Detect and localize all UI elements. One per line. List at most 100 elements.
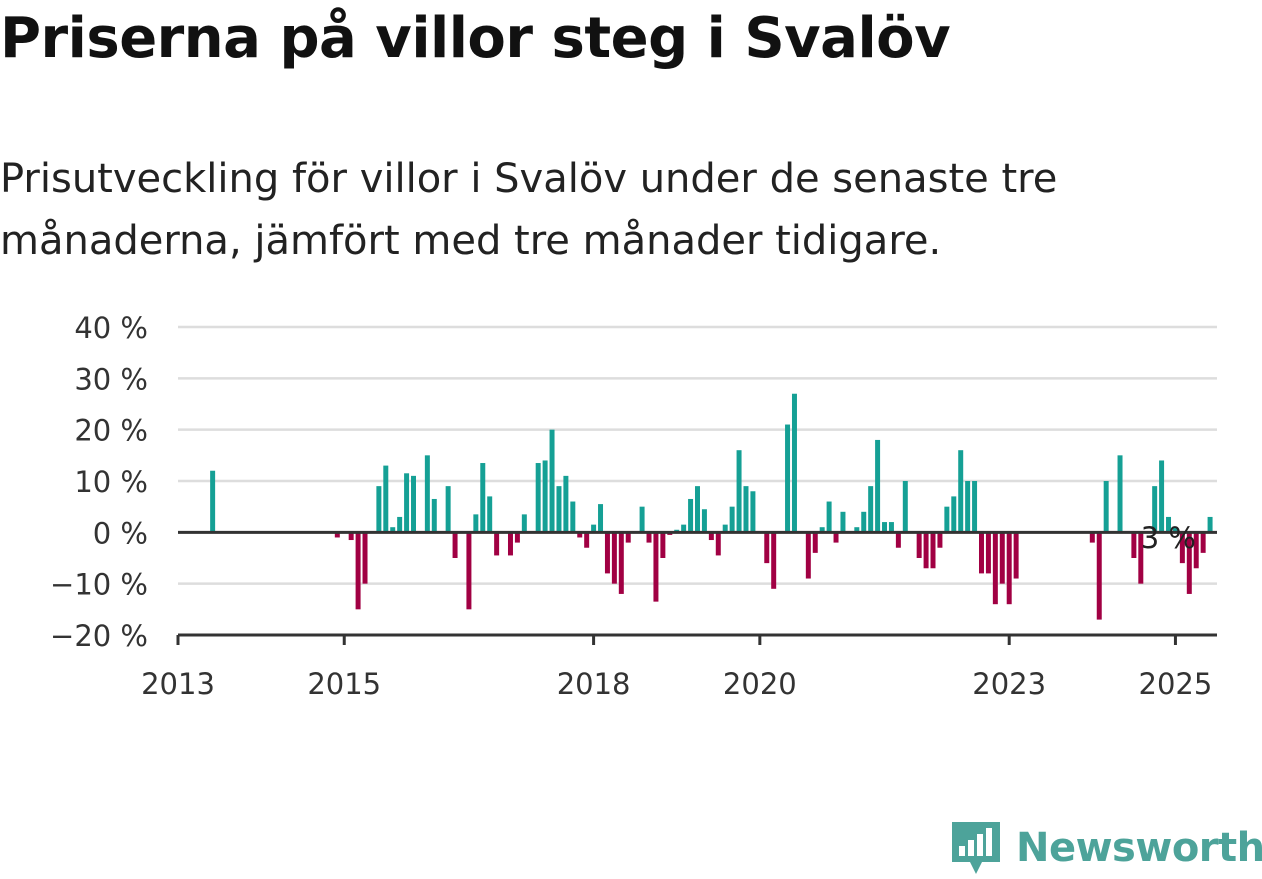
bar-positive [902, 481, 908, 533]
tick-labels: −20 % −10 % 0 % 10 % 20 % 30 % 40 % 2013 2015 201… [50, 311, 1212, 701]
bar-negative [577, 532, 583, 538]
bars [210, 393, 1213, 620]
bar-positive [965, 481, 971, 533]
bar-positive [944, 506, 950, 533]
x-tick-label: 2023 [972, 667, 1046, 701]
bar-positive [958, 450, 964, 533]
bar-positive [722, 524, 728, 533]
bar-positive [390, 527, 396, 533]
bar-negative [1089, 532, 1095, 543]
bar-negative [348, 532, 354, 541]
bar-negative [805, 532, 811, 579]
bar-positive [951, 496, 957, 533]
y-tick-label: −10 % [50, 568, 148, 602]
y-tick-label: −20 % [50, 619, 148, 653]
bar-positive [701, 509, 707, 533]
bar-positive [840, 511, 846, 533]
bar-positive [473, 514, 479, 533]
gridlines [178, 325, 1217, 585]
bar-positive [431, 498, 437, 533]
bar-negative [507, 532, 513, 556]
bar-positive [1207, 516, 1213, 533]
bar-negative [362, 532, 368, 584]
bar-positive [424, 455, 430, 533]
bar-negative [1013, 532, 1019, 579]
bar-negative [646, 532, 652, 543]
bar-negative [584, 532, 590, 548]
bar-positive [1152, 486, 1158, 533]
bar-positive [1117, 455, 1123, 533]
bar-negative [1200, 532, 1206, 553]
bar-positive [736, 450, 742, 533]
bar-negative [653, 532, 659, 602]
bar-negative [452, 532, 458, 558]
bar-positive [445, 486, 451, 533]
newsworthy-chart-icon [952, 822, 1000, 874]
bar-chart: −20 % −10 % 0 % 10 % 20 % 30 % 40 % 2013 2015 201… [50, 311, 1217, 701]
bar-positive [397, 516, 403, 533]
bar-positive [854, 527, 860, 533]
bar-negative [618, 532, 624, 594]
bar-negative [1186, 532, 1192, 594]
bar-positive [695, 486, 700, 533]
bar-positive [535, 463, 541, 533]
bar-positive [972, 481, 978, 533]
bar-negative [660, 532, 666, 558]
bar-positive [1159, 460, 1165, 533]
y-tick-label: 30 % [74, 362, 148, 396]
x-tick-label: 2013 [141, 667, 215, 701]
bar-negative [1179, 532, 1185, 564]
bar-negative [1131, 532, 1137, 558]
axes [176, 530, 1217, 645]
bar-positive [743, 486, 749, 533]
bar-positive [681, 524, 687, 533]
bar-positive [549, 429, 555, 533]
bar-negative [611, 532, 617, 584]
bar-positive [888, 522, 894, 533]
bar-negative [355, 532, 361, 610]
bar-negative [708, 532, 714, 541]
chart-title: Priserna på villor steg i Svalöv [0, 6, 951, 71]
bar-negative [771, 532, 777, 589]
bar-positive [570, 501, 576, 533]
bar-negative [1193, 532, 1199, 569]
bar-negative [625, 532, 631, 543]
bar-positive [875, 439, 881, 533]
x-tick-label: 2025 [1139, 667, 1213, 701]
bar-positive [521, 514, 527, 533]
bar-positive [819, 527, 825, 533]
bar-positive [1172, 527, 1178, 533]
latest-value-label: 3 % [1141, 521, 1196, 555]
bar-negative [895, 532, 901, 548]
bar-negative [978, 532, 984, 574]
bar-negative [334, 532, 340, 538]
bar-positive [791, 393, 797, 533]
y-tick-label: 40 % [74, 311, 148, 345]
bar-positive [480, 463, 486, 533]
bar-positive [376, 486, 382, 533]
bar-positive [210, 470, 216, 533]
bar-positive [1103, 481, 1109, 533]
bar-negative [764, 532, 770, 564]
bar-negative [1096, 532, 1102, 620]
bar-positive [556, 486, 562, 533]
bar-positive [826, 501, 832, 533]
bar-negative [937, 532, 943, 548]
bar-negative [812, 532, 818, 553]
bar-positive [383, 465, 389, 533]
bar-negative [715, 532, 721, 556]
bar-negative [916, 532, 922, 558]
bar-positive [411, 475, 417, 533]
x-tick-label: 2020 [723, 667, 797, 701]
bar-negative [604, 532, 610, 574]
bar-positive [404, 473, 410, 533]
bar-positive [639, 506, 645, 533]
bar-negative [514, 532, 520, 543]
y-tick-label: 0 % [93, 516, 148, 550]
x-tick-label: 2015 [307, 667, 381, 701]
y-tick-label: 10 % [74, 465, 148, 499]
bar-negative [999, 532, 1005, 584]
bar-positive [688, 498, 694, 533]
bar-negative [930, 532, 936, 569]
bar-negative [466, 532, 472, 610]
